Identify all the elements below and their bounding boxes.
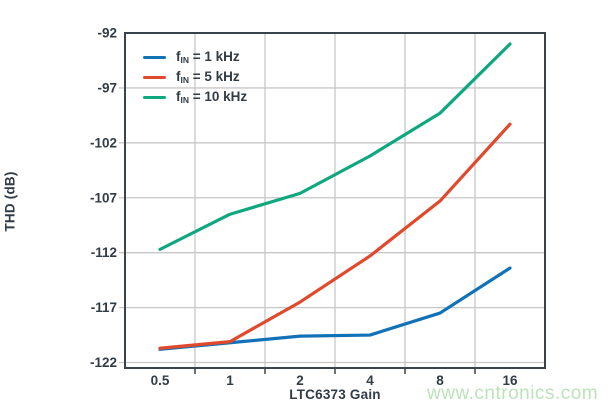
y-tick-label: -107 — [90, 190, 117, 205]
x-tick-label: 8 — [436, 373, 444, 388]
x-tick-label: 1 — [226, 373, 234, 388]
y-tick-label: -112 — [91, 245, 117, 260]
x-tick-label: 2 — [296, 373, 304, 388]
legend-label: fIN = 5 kHz — [176, 68, 240, 85]
x-tick-label: 16 — [502, 373, 518, 388]
legend-label: fIN = 10 kHz — [176, 88, 248, 105]
y-tick-label: -97 — [97, 80, 117, 95]
x-tick-label: 0.5 — [151, 373, 170, 388]
legend-item: fIN = 10 kHz — [143, 89, 247, 105]
watermark: www.cntronics.com — [427, 383, 599, 404]
legend-item: fIN = 1 kHz — [143, 49, 247, 65]
series-line-5khz — [158, 122, 512, 350]
legend-item: fIN = 5 kHz — [143, 69, 247, 85]
series-line-10khz — [158, 42, 512, 251]
legend-label: fIN = 1 kHz — [176, 48, 240, 65]
y-tick-label: -117 — [91, 300, 117, 315]
y-tick-label: -92 — [97, 26, 117, 41]
legend-swatch — [143, 55, 166, 59]
x-axis-title: LTC6373 Gain — [289, 387, 381, 402]
y-tick-label: -122 — [90, 355, 117, 370]
plot-border — [124, 32, 546, 369]
y-axis-title: THD (dB) — [2, 171, 18, 232]
legend: fIN = 1 kHz fIN = 5 kHz fIN = 10 kHz — [143, 49, 247, 105]
y-tick-label: -102 — [90, 135, 117, 150]
x-tick-label: 4 — [366, 373, 374, 388]
legend-swatch — [143, 75, 166, 79]
legend-swatch — [143, 95, 166, 99]
